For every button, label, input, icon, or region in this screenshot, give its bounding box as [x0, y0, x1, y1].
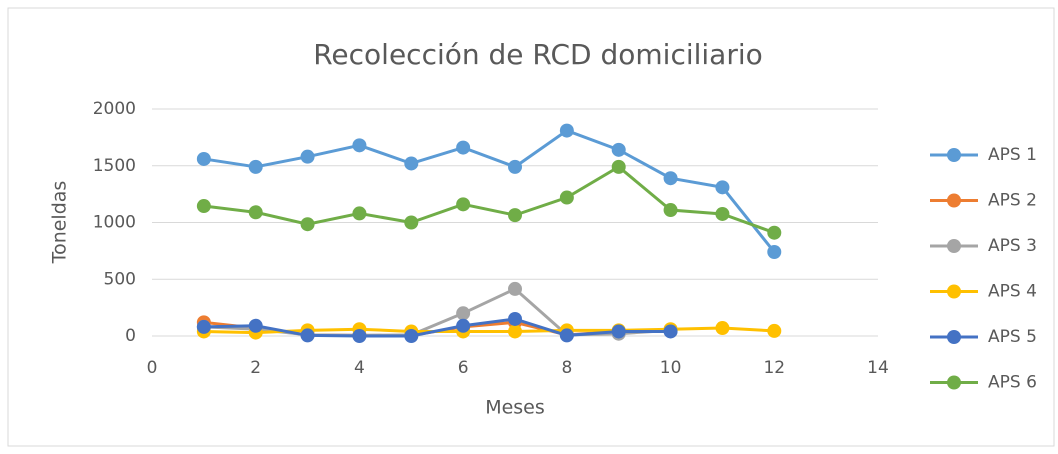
data-point — [196, 319, 211, 334]
data-point — [300, 149, 315, 164]
legend-label: APS 2 — [988, 191, 1037, 211]
data-point — [456, 140, 471, 155]
series-line — [203, 317, 671, 338]
x-tick-label: 0 — [147, 358, 158, 378]
x-tick-label: 2 — [250, 358, 261, 378]
data-point — [508, 324, 522, 339]
data-point — [767, 323, 782, 338]
data-point — [456, 197, 471, 212]
data-point — [404, 156, 419, 171]
series-line — [203, 128, 776, 253]
data-point — [508, 159, 522, 174]
legend-marker — [947, 330, 961, 344]
x-tick-label: 12 — [763, 358, 785, 378]
legend-label: APS 4 — [988, 282, 1037, 302]
legend-marker — [947, 148, 961, 162]
data-point — [663, 203, 678, 218]
data-point — [404, 215, 419, 230]
data-point — [352, 138, 367, 153]
data-point — [248, 159, 263, 174]
data-point — [300, 328, 315, 343]
y-tick-label: 1500 — [93, 156, 136, 176]
data-point — [611, 159, 626, 174]
x-tick-label: 4 — [354, 358, 365, 378]
series-line — [203, 165, 775, 235]
data-point — [663, 324, 678, 339]
data-point — [456, 318, 471, 333]
legend-marker — [947, 239, 961, 253]
data-point — [300, 217, 315, 232]
data-point — [767, 245, 782, 260]
data-point — [663, 171, 678, 186]
data-point — [196, 151, 211, 166]
series-line — [203, 326, 775, 335]
data-point — [611, 142, 626, 157]
data-point — [352, 329, 367, 343]
chart-border — [7, 7, 1055, 447]
data-point — [456, 306, 471, 321]
data-point — [559, 123, 574, 138]
data-point — [508, 311, 522, 326]
legend-marker — [947, 193, 961, 208]
y-tick-label: 0 — [125, 326, 136, 346]
data-point — [715, 321, 730, 336]
x-tick-label: 8 — [561, 358, 572, 378]
data-point — [559, 328, 574, 343]
y-axis-label: Toneldas — [49, 181, 71, 265]
y-tick-label: 2000 — [93, 99, 136, 119]
data-point — [611, 324, 626, 339]
y-tick-label: 500 — [104, 269, 136, 289]
legend-marker — [947, 375, 961, 390]
data-point — [248, 318, 263, 333]
data-point — [767, 225, 782, 240]
x-axis-label: Meses — [485, 397, 545, 419]
x-tick-label: 10 — [660, 358, 682, 378]
data-point — [196, 199, 211, 214]
data-point — [715, 180, 730, 195]
x-tick-label: 14 — [867, 358, 889, 378]
y-tick-label: 1000 — [93, 213, 136, 233]
legend-marker — [947, 284, 961, 299]
data-point — [404, 329, 419, 343]
x-tick-label: 6 — [458, 358, 469, 378]
data-point — [559, 190, 574, 205]
legend-label: APS 5 — [988, 327, 1037, 347]
data-point — [508, 208, 522, 223]
chart-title: Recolección de RCD domiciliario — [313, 38, 763, 71]
data-point — [248, 205, 263, 220]
data-point — [508, 281, 522, 296]
data-point — [715, 206, 730, 221]
data-point — [352, 206, 367, 221]
legend-label: APS 1 — [988, 145, 1037, 165]
legend-label: APS 3 — [988, 236, 1037, 256]
legend-label: APS 6 — [988, 373, 1037, 393]
